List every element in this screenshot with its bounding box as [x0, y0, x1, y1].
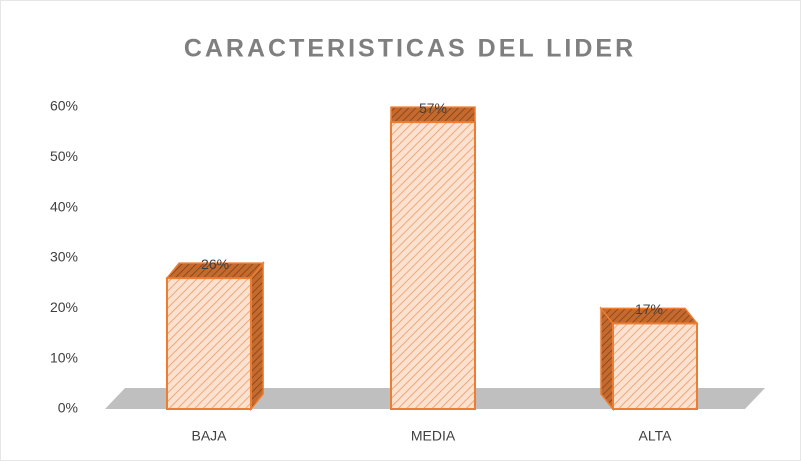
x-tick-label: MEDIA — [411, 428, 456, 444]
bar-side — [600, 306, 614, 412]
bar — [390, 121, 476, 410]
x-tick-label: ALTA — [639, 428, 673, 444]
y-tick-label: 20% — [50, 299, 78, 315]
chart-title: CARACTERISTICAS DEL LIDER — [184, 35, 636, 63]
data-label: 57% — [419, 100, 447, 116]
data-label: 26% — [201, 256, 229, 272]
bar — [166, 277, 252, 410]
bar-side — [250, 261, 264, 412]
data-label: 17% — [635, 301, 663, 317]
bar — [612, 322, 698, 410]
y-tick-label: 30% — [50, 249, 78, 265]
y-tick-label: 10% — [50, 349, 78, 365]
y-tick-label: 0% — [58, 400, 78, 416]
y-tick-label: 60% — [50, 98, 78, 114]
x-tick-label: BAJA — [191, 428, 227, 444]
y-tick-label: 50% — [50, 148, 78, 164]
y-tick-label: 40% — [50, 198, 78, 214]
